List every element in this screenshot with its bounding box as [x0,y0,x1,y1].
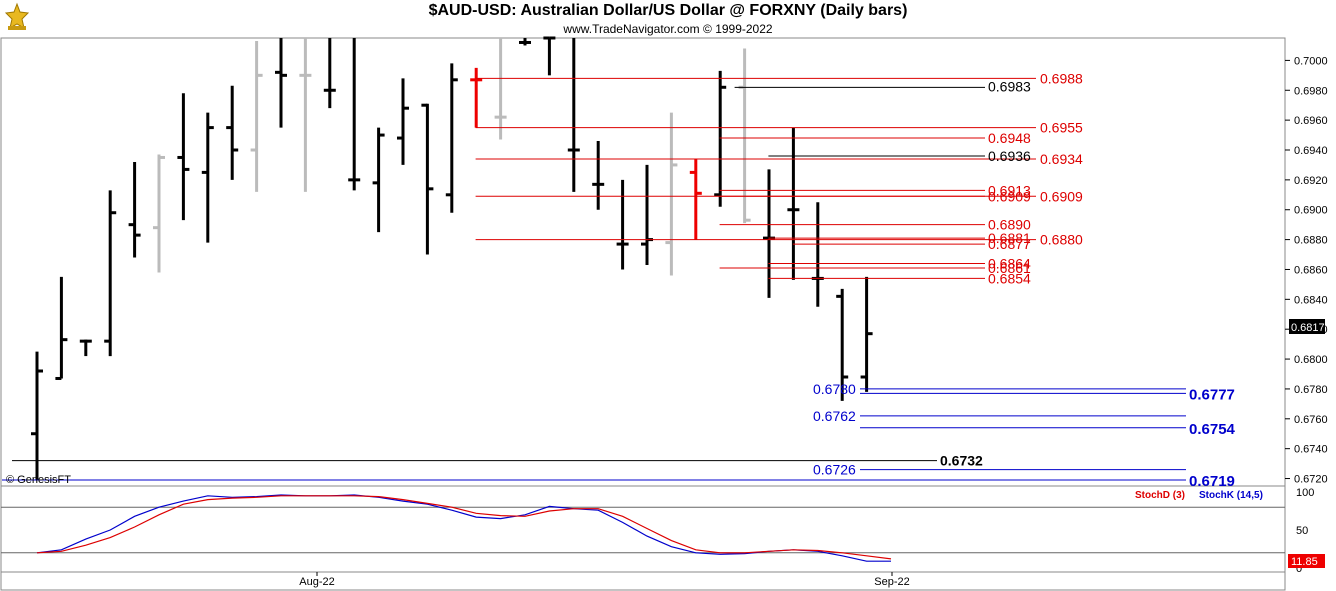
support-label: 0.6780 [813,381,856,397]
last-price-label: 0.6817 [1291,322,1325,334]
level-label: 0.6936 [988,148,1031,164]
price-tick-label: 0.6900 [1294,205,1328,217]
ohlc-bar [811,202,824,307]
support-label: 0.6719 [1189,473,1235,490]
date-tick-label: Aug-22 [299,576,334,588]
chart-subtitle: www.TradeNavigator.com © 1999-2022 [563,22,773,36]
price-tick-label: 0.6840 [1294,294,1328,306]
ohlc-bar [201,112,214,243]
level-label: 0.6983 [988,78,1031,94]
stoch-last-label: 11.85 [1291,556,1318,568]
level-label: 0.6909 [1040,188,1083,204]
level-label: 0.6909 [988,188,1031,204]
price-tick-label: 0.6740 [1294,444,1328,456]
price-tick-label: 0.6880 [1294,235,1328,247]
date-axis: Aug-22 Sep-22 [299,572,910,588]
ohlc-bar [836,288,849,401]
support-label: 0.6726 [813,462,856,478]
stochastic-panel: 100 50 0 [1,487,1314,575]
ohlc-bar [738,48,751,224]
price-bars [31,36,873,481]
ohlc-bar [226,85,239,180]
ohlc-bar [128,161,141,258]
date-tick-label: Sep-22 [874,576,909,588]
price-tick-label: 0.6780 [1294,384,1328,396]
price-axis: 0.7000 0.6980 0.6960 0.6940 0.6920 0.6900 0.68… [1285,55,1328,486]
ohlc-bar [153,154,165,273]
ohlc-bar [592,141,605,210]
ohlc-bar [323,38,336,109]
price-tick-label: 0.6800 [1294,354,1328,366]
support-label: 0.6762 [813,408,856,424]
fib-levels: 0.6988 0.6983 0.6955 0.6948 0.6934 0.6936 0.69… [475,70,1083,286]
ohlc-bar [79,339,92,357]
level-label: 0.6880 [1040,232,1083,248]
ohlc-bar [787,127,800,280]
ohlc-bar [641,164,653,265]
price-tick-label: 0.6760 [1294,414,1328,426]
level-label: 0.6955 [1040,120,1083,136]
ohlc-bar [421,103,434,255]
ohlc-bar [104,190,117,357]
level-label: 0.6861 [988,260,1031,276]
level-label: 0.6934 [1040,151,1083,167]
stoch-d-legend: StochD (3) [1135,490,1185,501]
price-tick-label: 0.7000 [1294,55,1328,67]
ohlc-bar [299,38,312,192]
stoch-k-line [36,494,891,562]
ohlc-bar [397,78,409,165]
ohlc-bar [494,38,507,140]
price-tick-label: 0.6980 [1294,85,1328,97]
level-label: 0.6948 [988,130,1031,146]
price-tick-label: 0.6920 [1294,175,1328,187]
ohlc-bar [860,276,873,392]
ohlc-bar [714,70,727,207]
ohlc-bar [55,276,68,380]
level-label: 0.6890 [988,217,1031,233]
chart-title: $AUD-USD: Australian Dollar/US Dollar @ … [428,2,908,19]
copyright-label: © GenesisFT [6,474,71,486]
ohlc-bar [275,38,287,128]
ohlc-bar [372,127,385,233]
last-price-box [1289,319,1325,334]
support-label: 0.6732 [940,453,983,469]
ohlc-bar [445,63,458,213]
support-label: 0.6777 [1189,386,1235,403]
support-label: 0.6754 [1189,421,1236,438]
level-label: 0.6881 [988,230,1031,246]
price-tick-label: 0.6960 [1294,115,1328,127]
ohlc-bar [470,67,483,128]
ohlc-bar [543,36,556,76]
ohlc-bar [250,40,263,192]
ohlc-bar [177,93,190,221]
ohlc-bar [616,179,629,270]
stoch-tick-label: 50 [1296,525,1308,537]
level-label: 0.6913 [988,182,1031,198]
price-panel-frame [0,37,1286,487]
price-tick-label: 0.6860 [1294,264,1328,276]
stoch-tick-label: 0 [1296,563,1302,575]
level-label: 0.6988 [1040,70,1083,86]
ohlc-bar [689,158,702,240]
ohlc-bar [665,112,678,276]
price-tick-label: 0.6720 [1294,474,1328,486]
ohlc-bar [519,38,531,46]
ohlc-bar [348,38,361,191]
level-label: 0.6877 [988,236,1031,252]
level-label: 0.6854 [988,270,1031,286]
trade-navigator-logo-icon [2,2,32,32]
stoch-last-box [1288,554,1325,568]
date-axis-frame [0,571,1286,591]
stoch-d-line [36,495,892,560]
stoch-tick-label: 100 [1296,487,1314,499]
support-levels: 0.6780 0.6777 0.6762 0.6754 0.6732 0.6726 0.67… [2,381,1236,490]
price-tick-label: 0.6940 [1294,145,1328,157]
ohlc-bar [31,351,43,481]
ohlc-bar [567,38,580,192]
level-label: 0.6864 [988,255,1031,271]
stoch-k-legend: StochK (14,5) [1199,490,1263,501]
